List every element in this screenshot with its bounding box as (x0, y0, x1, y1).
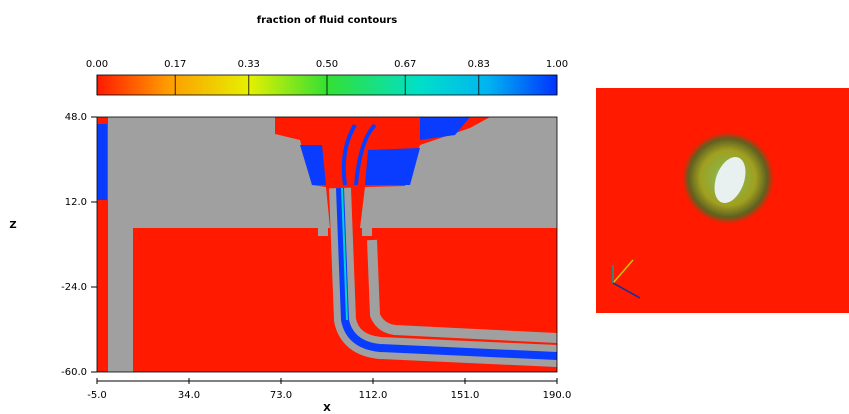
pipe (367, 239, 558, 343)
colorbar-tick-label: 0.83 (468, 59, 490, 70)
obstacle (360, 117, 557, 228)
fluid-patch (420, 117, 470, 140)
fluid-jet (336, 187, 558, 360)
axis-triad (612, 259, 634, 284)
fluid-jet (354, 123, 377, 186)
chart-title: fraction of fluid contours (257, 15, 398, 26)
x-axis-label: X (323, 403, 331, 414)
y-tick-label: -24.0 (61, 282, 87, 293)
3d-view (596, 88, 849, 313)
x-tick-label: -5.0 (87, 390, 107, 401)
x-tick-label: 112.0 (359, 390, 388, 401)
x-tick-label: 34.0 (178, 390, 200, 401)
fluid-patch (365, 148, 420, 185)
colorbar-tick-label: 1.00 (546, 59, 568, 70)
y-tick-label: 12.0 (65, 197, 87, 208)
colorbar-tick-label: 0.67 (394, 59, 416, 70)
obstacle (318, 228, 372, 236)
fluid-patch (97, 124, 107, 200)
colorbar-tick-label: 0.50 (316, 59, 338, 70)
y-axis-label: Z (9, 220, 16, 231)
fluid-jet (341, 187, 348, 321)
x-tick-label: 151.0 (451, 390, 480, 401)
y-tick-label: 48.0 (65, 112, 87, 123)
fluid-patch (300, 145, 326, 185)
x-tick-label: 190.0 (543, 390, 572, 401)
colorbar-tick-label: 0.00 (86, 59, 108, 70)
y-tick-label: -60.0 (61, 367, 87, 378)
x-tick-label: 73.0 (270, 390, 292, 401)
contour-field (96, 116, 558, 373)
fluid-jet (341, 123, 357, 186)
plot-frame (96, 116, 558, 373)
colorbar-tick-label: 0.17 (164, 59, 186, 70)
axis-triad (612, 282, 641, 299)
colorbar-tick-label: 0.33 (238, 59, 260, 70)
obstacle (108, 117, 330, 372)
fluid-core (714, 156, 746, 204)
